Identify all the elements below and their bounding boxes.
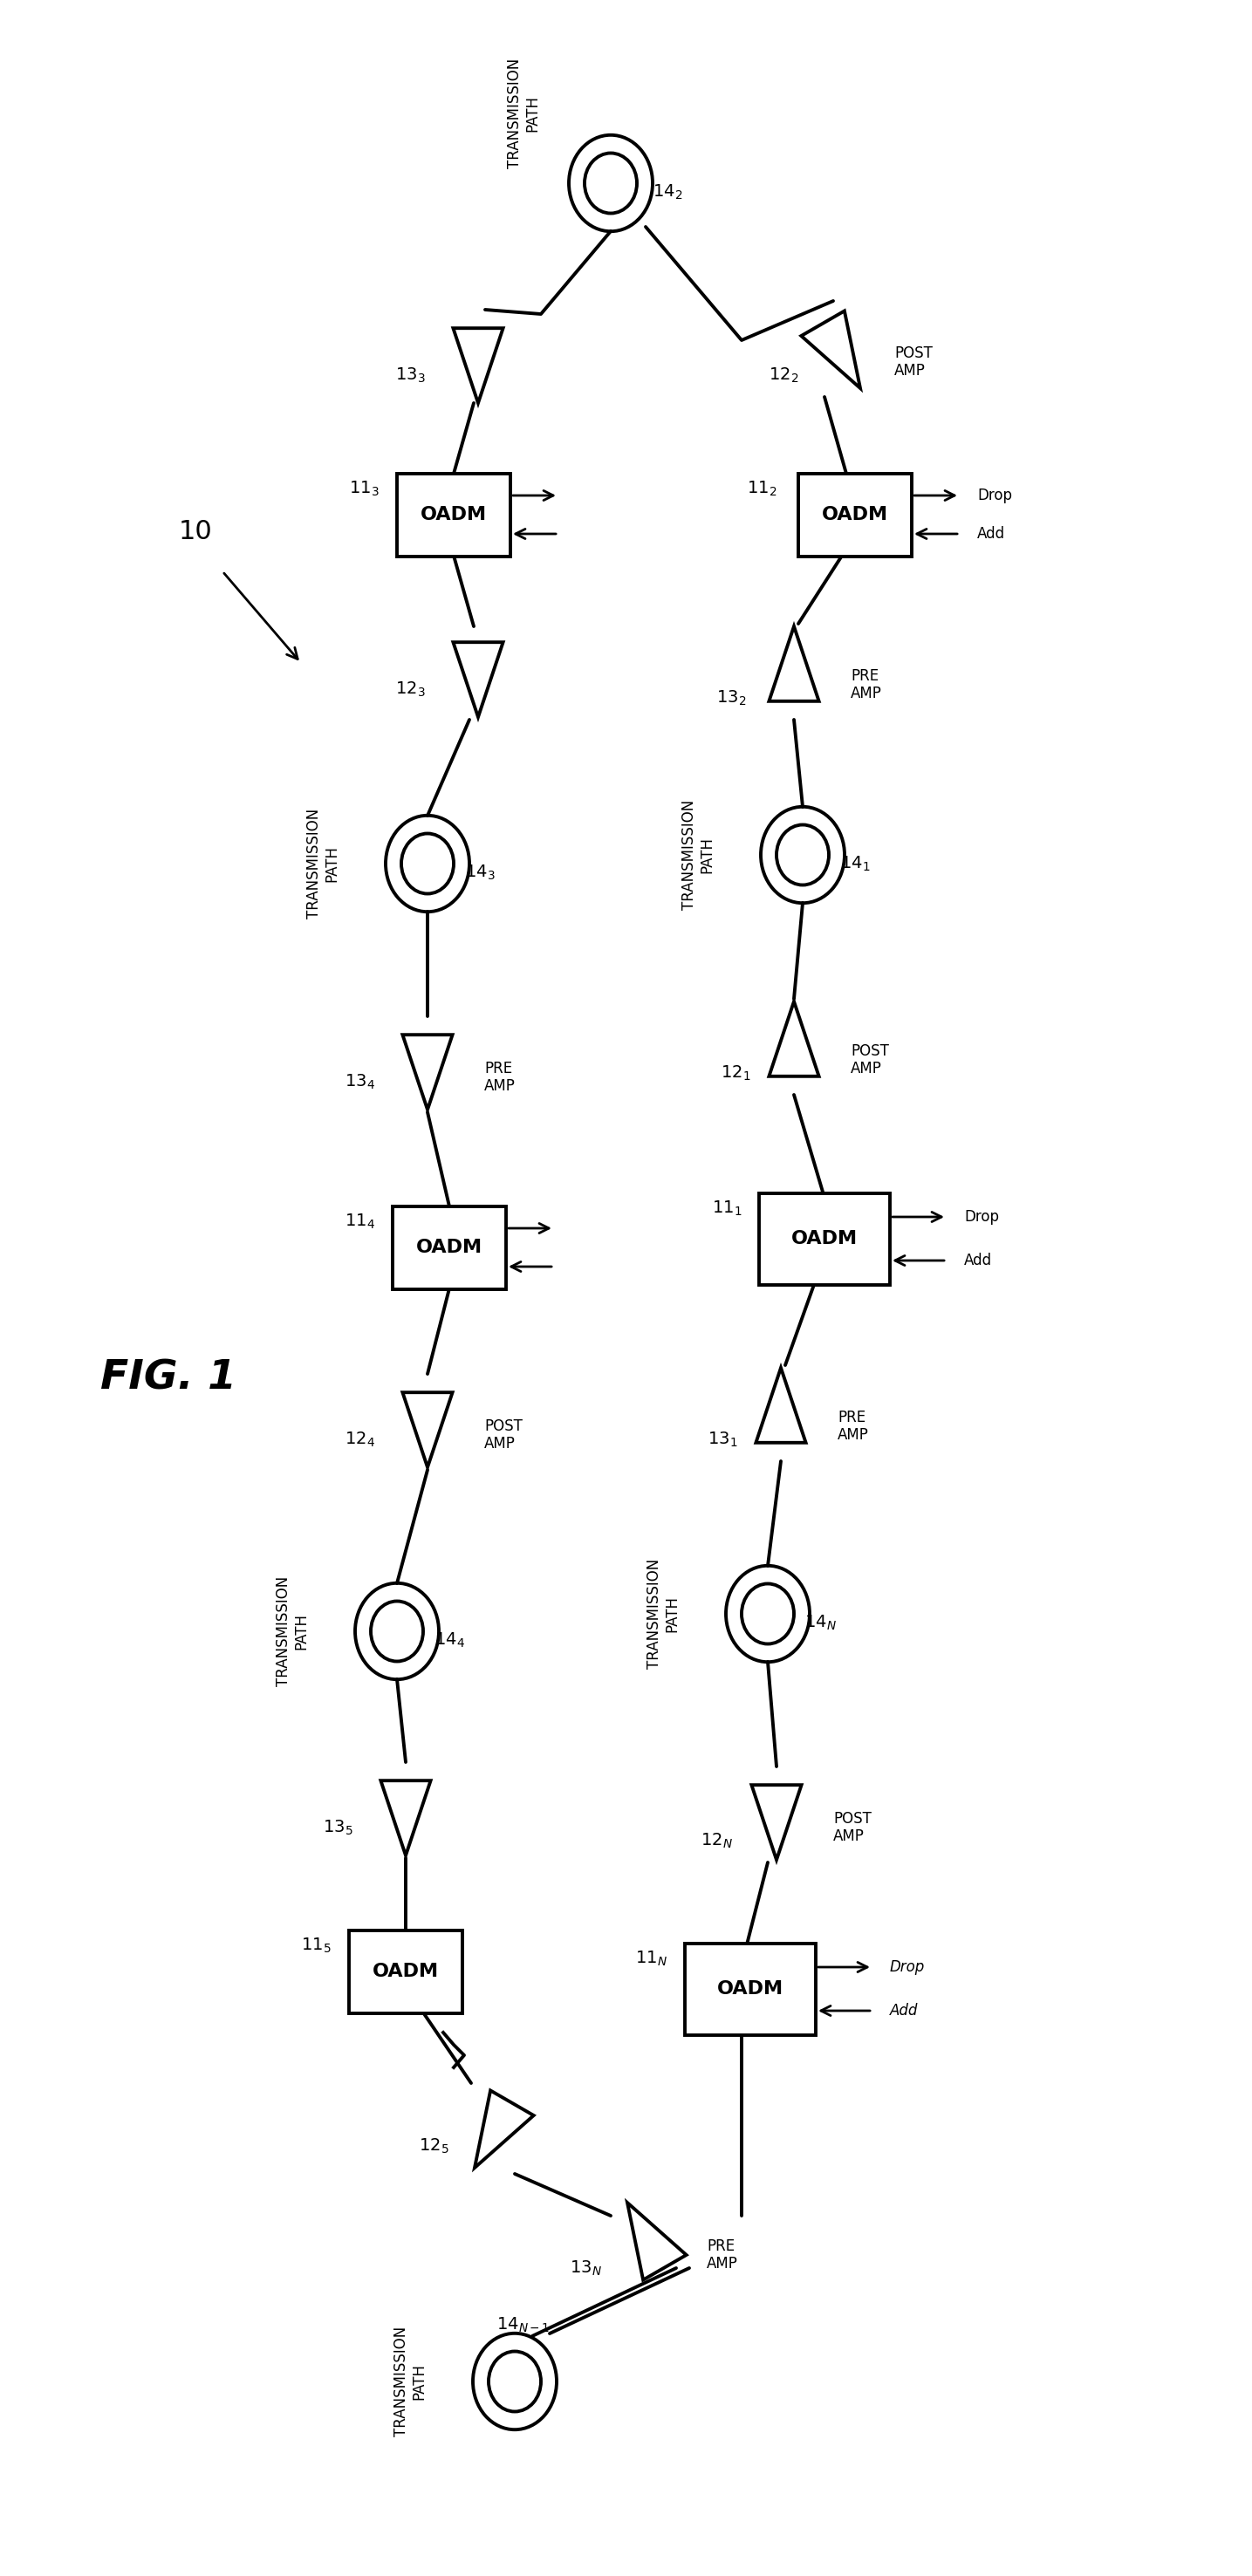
Text: $11_N$: $11_N$ xyxy=(635,1950,667,1968)
Text: FIG. 1: FIG. 1 xyxy=(100,1358,237,1399)
Text: PRE
AMP: PRE AMP xyxy=(838,1409,869,1443)
Text: TRANSMISSION
PATH: TRANSMISSION PATH xyxy=(305,809,339,920)
Text: $14_N$: $14_N$ xyxy=(804,1613,836,1631)
Text: Add: Add xyxy=(964,1252,992,1267)
Text: $12_3$: $12_3$ xyxy=(396,680,426,698)
Polygon shape xyxy=(403,1036,452,1110)
Text: $11_1$: $11_1$ xyxy=(711,1198,741,1218)
Text: $11_4$: $11_4$ xyxy=(344,1211,376,1231)
Polygon shape xyxy=(381,1780,431,1855)
Text: OADM: OADM xyxy=(821,505,888,523)
Polygon shape xyxy=(453,327,503,402)
Text: TRANSMISSION
PATH: TRANSMISSION PATH xyxy=(681,799,715,909)
Text: TRANSMISSION
PATH: TRANSMISSION PATH xyxy=(507,59,541,167)
Text: OADM: OADM xyxy=(373,1963,439,1981)
Polygon shape xyxy=(627,2202,686,2280)
Text: PRE
AMP: PRE AMP xyxy=(706,2239,737,2272)
Text: Add: Add xyxy=(890,2004,918,2020)
Bar xyxy=(685,1942,816,2035)
Text: POST
AMP: POST AMP xyxy=(850,1043,889,1077)
Text: $13_1$: $13_1$ xyxy=(707,1430,737,1448)
Text: $14_2$: $14_2$ xyxy=(652,183,682,201)
Text: $12_5$: $12_5$ xyxy=(419,2136,449,2156)
Text: $13_N$: $13_N$ xyxy=(570,2259,602,2277)
Text: $14_3$: $14_3$ xyxy=(464,863,495,881)
Text: OADM: OADM xyxy=(717,1981,784,1996)
Bar xyxy=(799,474,911,556)
Text: $12_1$: $12_1$ xyxy=(720,1064,750,1082)
Text: Drop: Drop xyxy=(977,487,1012,502)
Text: $12_4$: $12_4$ xyxy=(344,1430,376,1448)
Text: $11_3$: $11_3$ xyxy=(349,479,379,497)
Text: POST
AMP: POST AMP xyxy=(894,345,933,379)
Polygon shape xyxy=(769,626,819,701)
Text: $11_2$: $11_2$ xyxy=(746,479,776,497)
Text: TRANSMISSION
PATH: TRANSMISSION PATH xyxy=(393,2326,427,2437)
Text: $11_5$: $11_5$ xyxy=(302,1937,332,1955)
Text: PRE
AMP: PRE AMP xyxy=(850,667,881,701)
Text: $14_{N-1}$: $14_{N-1}$ xyxy=(497,2316,550,2334)
Text: POST
AMP: POST AMP xyxy=(834,1811,871,1844)
Text: OADM: OADM xyxy=(416,1239,482,1257)
Text: OADM: OADM xyxy=(421,505,487,523)
Polygon shape xyxy=(453,641,503,716)
Text: $14_4$: $14_4$ xyxy=(434,1631,464,1649)
Bar xyxy=(349,1929,462,2012)
Text: Add: Add xyxy=(977,526,1005,541)
Text: POST
AMP: POST AMP xyxy=(485,1417,522,1453)
Text: PRE
AMP: PRE AMP xyxy=(485,1061,516,1095)
Text: Drop: Drop xyxy=(964,1208,999,1224)
Polygon shape xyxy=(475,2092,533,2169)
Text: $13_5$: $13_5$ xyxy=(323,1819,353,1837)
Polygon shape xyxy=(403,1394,452,1468)
Text: $13_3$: $13_3$ xyxy=(396,366,426,384)
Polygon shape xyxy=(756,1368,806,1443)
Text: TRANSMISSION
PATH: TRANSMISSION PATH xyxy=(275,1577,309,1687)
Bar xyxy=(759,1193,890,1285)
Polygon shape xyxy=(769,1002,819,1077)
Text: TRANSMISSION
PATH: TRANSMISSION PATH xyxy=(646,1558,680,1669)
Text: OADM: OADM xyxy=(791,1229,858,1247)
Text: $13_2$: $13_2$ xyxy=(716,688,746,708)
Text: 10: 10 xyxy=(179,520,213,544)
Polygon shape xyxy=(801,312,860,389)
Text: $13_4$: $13_4$ xyxy=(344,1072,376,1092)
Bar xyxy=(393,1206,506,1288)
Polygon shape xyxy=(751,1785,801,1860)
Text: Drop: Drop xyxy=(890,1960,925,1976)
Bar xyxy=(397,474,511,556)
Text: $12_2$: $12_2$ xyxy=(769,366,799,384)
Text: $14_1$: $14_1$ xyxy=(840,855,870,873)
Text: $12_N$: $12_N$ xyxy=(701,1832,732,1850)
